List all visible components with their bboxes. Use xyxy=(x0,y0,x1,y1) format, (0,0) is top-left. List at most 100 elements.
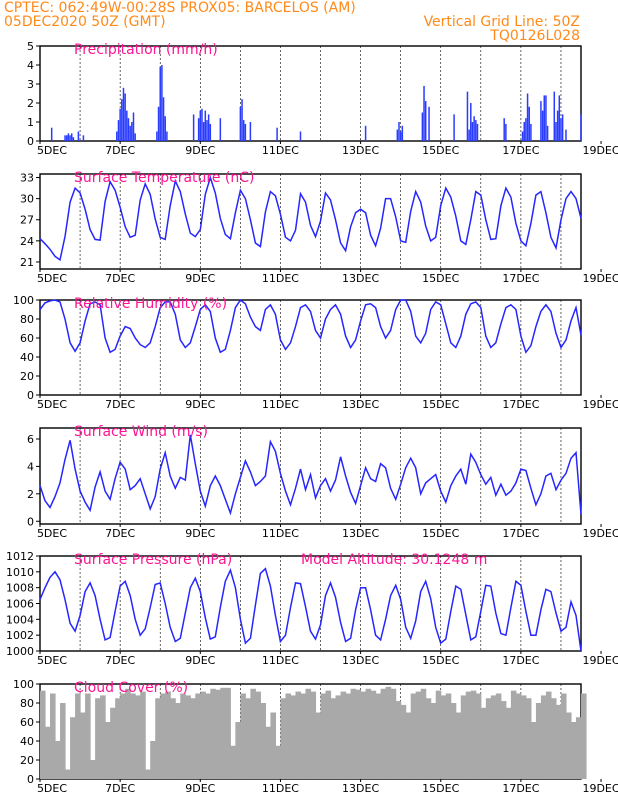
cloud-cover-bar xyxy=(315,712,322,779)
cloud-cover-bar xyxy=(575,717,582,779)
x-tick-label: 9DEC xyxy=(185,144,215,157)
cloud-cover-bar xyxy=(480,707,487,779)
cloud-cover-bar xyxy=(230,745,236,779)
cloud-cover-bar xyxy=(400,704,407,779)
cloud-cover-bar xyxy=(470,690,477,779)
cloud-cover-bar xyxy=(160,693,166,779)
precipitation-bar xyxy=(526,93,529,141)
panel-frame xyxy=(39,45,582,142)
cloud-cover-bar xyxy=(200,691,206,779)
panel-annotation: Model Altitude: 30.1248 m xyxy=(301,552,487,568)
precipitation-bar xyxy=(131,122,133,141)
cloud-cover-bar xyxy=(195,693,201,779)
precipitation-bar xyxy=(202,122,205,141)
cloud-cover-bar xyxy=(581,693,587,779)
x-tick-label: 15DEC xyxy=(422,272,459,285)
cloud-cover-bar xyxy=(530,722,537,779)
cloud-cover-bar xyxy=(255,691,261,779)
precipitation-bar xyxy=(50,127,53,141)
x-tick-label: 7DEC xyxy=(105,398,135,411)
precipitation-bar xyxy=(476,123,479,141)
x-tick-label: 17DEC xyxy=(502,782,539,795)
x-tick-label: 7DEC xyxy=(105,654,135,667)
precipitation-bar xyxy=(399,131,402,141)
precipitation-bar xyxy=(276,127,278,141)
cloud-cover-bar xyxy=(420,688,427,779)
x-tick-label: 9DEC xyxy=(185,272,215,285)
x-tick-label: 5DEC xyxy=(37,272,67,285)
x-tick-label: 17DEC xyxy=(502,654,539,667)
panel-title: Relative Humidity (%) xyxy=(74,296,227,312)
precipitation-bar xyxy=(121,99,123,141)
y-tick-label: 5 xyxy=(27,40,34,53)
cloud-cover-bar xyxy=(115,698,121,779)
cloud-cover-bar xyxy=(240,693,246,779)
cloud-cover-bar xyxy=(360,691,367,779)
cloud-cover-bar xyxy=(280,698,287,779)
cloud-cover-bar xyxy=(465,691,472,779)
panel-title: Precipitation (mm/h) xyxy=(74,42,218,58)
cloud-cover-bar xyxy=(135,695,141,779)
cloud-cover-bar xyxy=(385,686,392,779)
panel-3: 5DEC 7DEC 9DEC 11DEC 13DEC 15DEC 17DEC 19DEC 0 20… xyxy=(13,294,618,411)
precipitation-bar xyxy=(543,95,546,141)
x-tick-label: 17DEC xyxy=(502,398,539,411)
precipitation-bar xyxy=(565,129,567,141)
precipitation-bar xyxy=(396,129,399,141)
precipitation-bar xyxy=(157,106,160,141)
x-tick-label: 5DEC xyxy=(37,654,67,667)
x-tick-label: 17DEC xyxy=(502,527,539,540)
precipitation-bar xyxy=(65,135,68,141)
precipitation-bar xyxy=(69,135,71,141)
cloud-cover-bar xyxy=(505,707,512,779)
panel-title: Surface Wind (m/s) xyxy=(74,424,208,440)
cloud-cover-bar xyxy=(355,689,362,779)
precipitation-bar xyxy=(206,120,208,141)
precipitation-bar xyxy=(197,118,200,141)
y-tick-label: 2 xyxy=(27,488,34,501)
cloud-cover-bar xyxy=(165,691,171,779)
y-tick-label: 60 xyxy=(20,332,34,345)
precipitation-bar xyxy=(129,125,131,141)
cloud-cover-bar xyxy=(435,690,442,779)
x-tick-label: 7DEC xyxy=(105,144,135,157)
series-line xyxy=(39,174,582,262)
x-tick-label: 17DEC xyxy=(502,272,539,285)
y-tick-label: 40 xyxy=(20,351,34,364)
cloud-cover-bar xyxy=(155,698,161,779)
panel-title: Surface Temperature (nC) xyxy=(74,170,255,186)
cloud-cover-bar xyxy=(225,687,231,779)
y-tick-label: 0 xyxy=(27,135,34,148)
cloud-cover-bar xyxy=(520,695,527,779)
y-tick-label: 1000 xyxy=(6,645,34,658)
precipitation-bar xyxy=(560,118,562,141)
y-tick-label: 20 xyxy=(20,370,34,383)
cloud-cover-bar xyxy=(350,688,357,779)
x-tick-label: 19DEC xyxy=(582,654,618,667)
precipitation-bar xyxy=(530,123,532,141)
x-tick-label: 11DEC xyxy=(262,272,299,285)
cloud-cover-bar xyxy=(445,693,452,779)
cloud-cover-bar xyxy=(370,690,377,779)
x-tick-label: 13DEC xyxy=(342,527,379,540)
precipitation-bar xyxy=(82,135,85,141)
precipitation-bar xyxy=(161,65,163,141)
y-tick-label: 6 xyxy=(27,433,34,446)
x-tick-label: 15DEC xyxy=(422,144,459,157)
panel-2: 5DEC 7DEC 9DEC 11DEC 13DEC 15DEC 17DEC 19DEC 21 2… xyxy=(20,170,618,285)
y-tick-label: 1006 xyxy=(6,598,34,611)
cloud-cover-bar xyxy=(80,712,86,779)
cloud-cover-bar xyxy=(340,691,347,779)
cloud-cover-bar xyxy=(265,726,271,779)
cloud-cover-bar xyxy=(50,693,56,779)
panel-frame xyxy=(39,427,582,525)
cloud-cover-bar xyxy=(125,688,131,779)
precipitation-bar xyxy=(201,108,203,141)
x-tick-label: 5DEC xyxy=(37,527,67,540)
cloud-cover-bar xyxy=(550,698,557,779)
precipitation-bar xyxy=(561,114,564,141)
x-tick-label: 7DEC xyxy=(105,527,135,540)
x-tick-label: 9DEC xyxy=(185,527,215,540)
x-tick-label: 11DEC xyxy=(262,398,299,411)
panel-frame xyxy=(39,173,582,270)
